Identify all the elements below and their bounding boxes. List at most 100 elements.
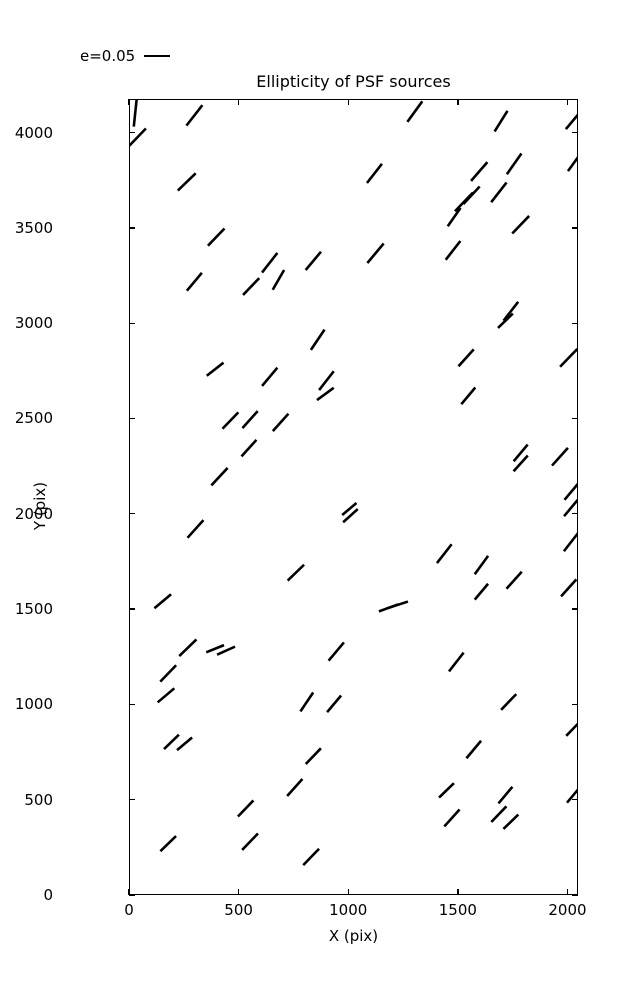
- whisker-segment: [210, 467, 229, 487]
- whisker-segment: [241, 832, 259, 851]
- y-axis-tick-label: 1500: [14, 600, 53, 619]
- y-axis-tick: [572, 227, 578, 229]
- x-axis-tick-label: 2000: [548, 901, 587, 919]
- y-axis-tick: [572, 894, 578, 896]
- whisker-segment: [443, 808, 461, 828]
- y-axis-tick-label: 4000: [14, 123, 53, 142]
- whisker-segment: [302, 847, 320, 867]
- page-title: Ellipticity of PSF sources: [256, 72, 451, 91]
- y-axis-tick-label: 500: [24, 790, 53, 809]
- whisker-segment: [470, 161, 489, 182]
- whisker-segment: [304, 747, 322, 765]
- whisker-segment: [261, 252, 279, 274]
- x-axis-tick: [347, 889, 349, 895]
- whisker-segment: [271, 412, 290, 433]
- x-axis-tick-label: 1000: [329, 901, 368, 919]
- y-axis-tick: [129, 417, 135, 420]
- y-axis-tick-label: 2000: [14, 504, 53, 523]
- whisker-segment: [457, 348, 475, 368]
- legend: e=0.05: [80, 46, 171, 66]
- y-axis-tick: [572, 131, 578, 134]
- whisker-segment: [386, 600, 409, 610]
- y-axis-tick: [572, 417, 578, 420]
- whisker-segment: [176, 172, 197, 192]
- whisker-segment: [316, 386, 335, 402]
- whisker-segment: [341, 501, 358, 516]
- whisker-segment: [237, 799, 255, 818]
- whisker-segment: [566, 788, 577, 804]
- y-axis-tick: [572, 322, 578, 324]
- whisker-segment: [438, 782, 455, 799]
- whisker-segment: [490, 181, 508, 204]
- whisker-segment: [497, 312, 514, 329]
- whisker-segment: [406, 100, 424, 123]
- whisker-segment: [512, 443, 529, 463]
- whisker-segment: [444, 240, 462, 261]
- x-axis-tick: [566, 99, 569, 105]
- whisker-segment: [365, 162, 383, 184]
- x-axis-tick: [457, 889, 459, 895]
- whisker-segment: [176, 736, 193, 752]
- x-axis-tick: [237, 889, 240, 895]
- whisker-segment: [159, 835, 177, 853]
- whisker-segment: [502, 813, 520, 830]
- whisker-segment: [563, 499, 577, 518]
- whisker-segment: [205, 643, 225, 654]
- whisker-segment: [178, 638, 198, 657]
- whisker-segment: [512, 454, 529, 473]
- y-axis-tick: [129, 703, 135, 706]
- y-axis-tick: [129, 513, 135, 515]
- whisker-segment: [435, 543, 453, 564]
- whisker-segment: [185, 104, 204, 127]
- y-axis-tick-label: 0: [43, 886, 53, 904]
- whisker-segment: [490, 805, 508, 823]
- whisker-segment: [460, 386, 477, 406]
- x-axis-tick: [457, 99, 459, 105]
- x-axis-tick-label: 500: [224, 901, 253, 919]
- whisker-segment: [207, 227, 226, 247]
- y-axis-tick: [129, 227, 135, 229]
- y-axis-tick-label: 3000: [14, 314, 53, 333]
- legend-label: e=0.05: [80, 47, 136, 65]
- whisker-segment: [505, 152, 523, 176]
- whisker-segment: [299, 691, 315, 713]
- y-axis-tick: [572, 608, 578, 610]
- whisker-segment: [159, 664, 178, 683]
- whisker-segments: [130, 100, 577, 867]
- x-axis-tick: [128, 99, 130, 105]
- whisker-segment: [493, 110, 509, 133]
- whisker-segment: [562, 532, 577, 553]
- whisker-segment: [241, 410, 259, 429]
- whisker-segment: [327, 641, 345, 662]
- whisker-segment: [304, 250, 322, 271]
- x-axis-tick-label: 0: [124, 901, 134, 919]
- whisker-segment: [132, 100, 138, 127]
- whisker-segment: [465, 739, 483, 760]
- whisker-segment: [551, 446, 569, 467]
- whisker-segment: [560, 578, 577, 598]
- y-axis-tick-label: 1000: [14, 695, 53, 714]
- whisker-segment: [130, 127, 147, 147]
- whisker-segment: [497, 785, 514, 805]
- whisker-segment: [318, 370, 335, 391]
- whisker-segment: [564, 113, 577, 130]
- whisker-segment: [366, 242, 385, 264]
- whisker-segment: [462, 185, 481, 205]
- whisker-segment: [242, 277, 261, 296]
- whisker-segment: [502, 301, 520, 322]
- x-axis-tick-label: 1500: [438, 901, 477, 919]
- plot-area: [129, 99, 578, 895]
- whisker-segment: [286, 563, 305, 582]
- whisker-segment: [261, 366, 279, 387]
- whisker-segment: [205, 361, 225, 377]
- whisker-segment: [286, 778, 304, 797]
- whisker-segment: [500, 693, 518, 711]
- y-axis-label: Y (pix): [31, 481, 49, 531]
- whisker-segment: [153, 593, 172, 610]
- whisker-segment: [342, 508, 359, 524]
- whisker-segment: [511, 215, 531, 235]
- y-axis-tick: [129, 799, 135, 801]
- whisker-segment: [240, 438, 258, 458]
- reference-whisker-icon: [144, 54, 171, 58]
